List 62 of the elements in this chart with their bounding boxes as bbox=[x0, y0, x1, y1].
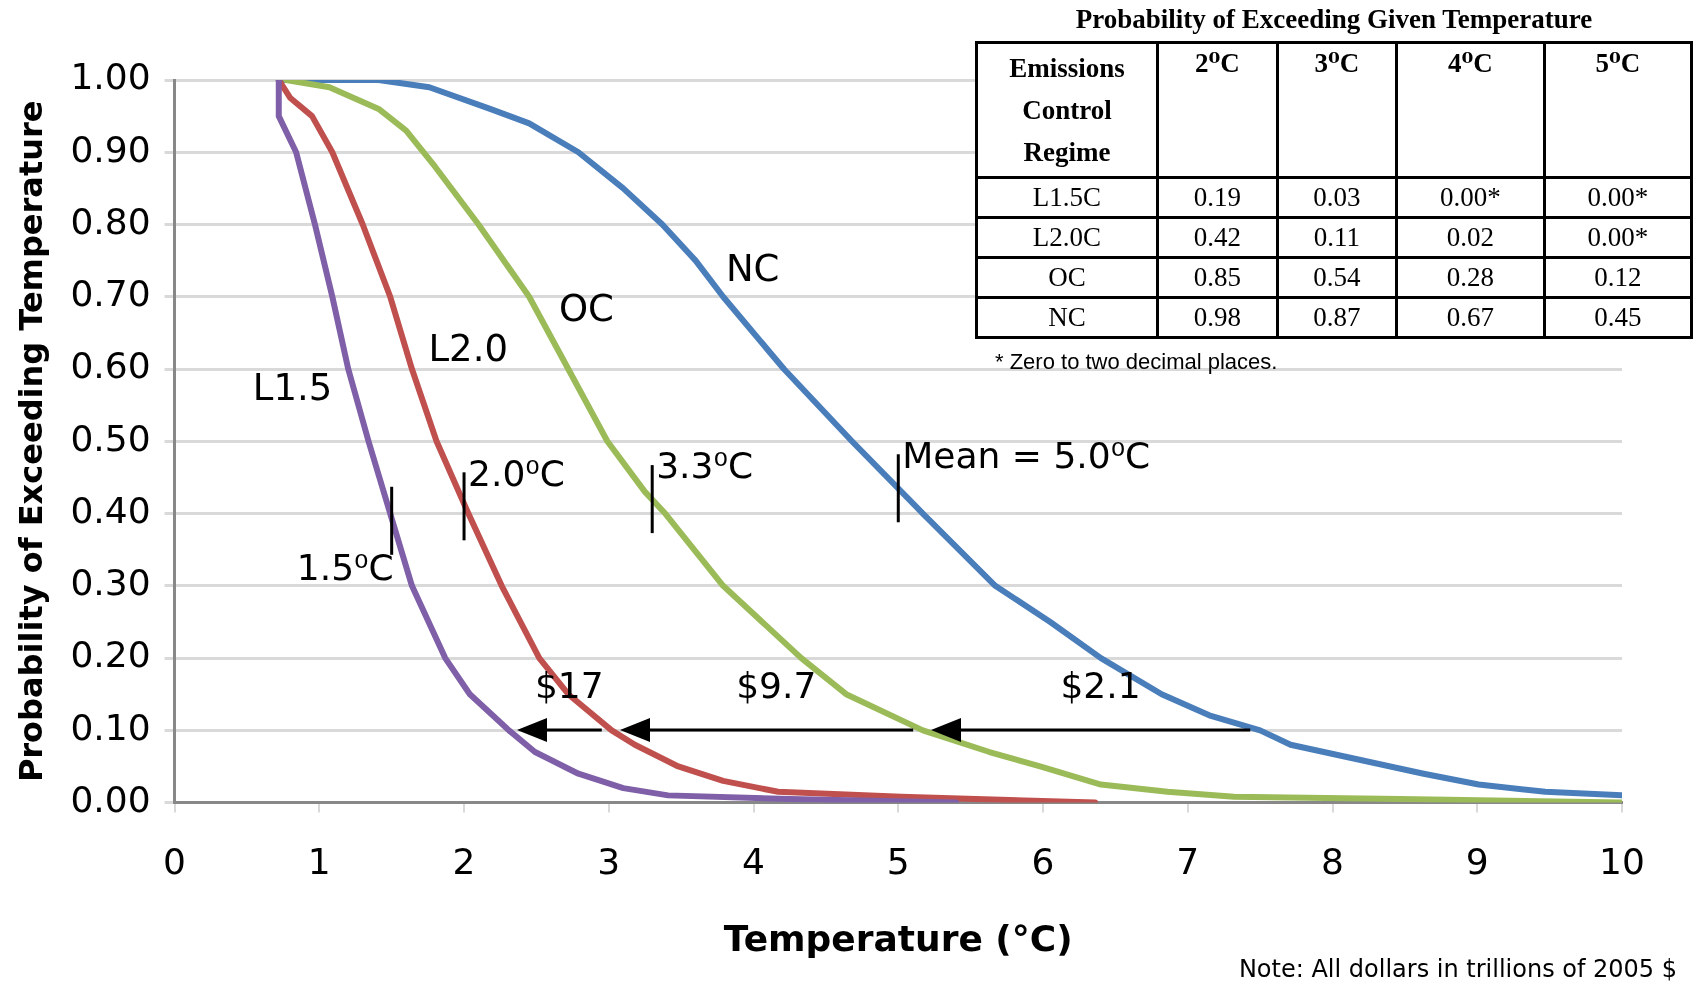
x-tick-label: 3 bbox=[597, 840, 621, 882]
data-label: 0.00* bbox=[1544, 177, 1692, 218]
y-tick-label: 0.10 bbox=[70, 706, 151, 748]
y-tick-label: 0.80 bbox=[70, 200, 151, 242]
x-tick-label: 6 bbox=[1031, 840, 1055, 882]
x-tick-label: 5⁰C bbox=[1544, 42, 1692, 178]
y-tick-label: 0.00 bbox=[70, 778, 151, 820]
series-label: L2.0 bbox=[428, 326, 508, 370]
x-tick-label: 7 bbox=[1176, 840, 1200, 882]
annotation: $2.1 bbox=[1060, 664, 1141, 706]
data-label: 0.87 bbox=[1277, 297, 1397, 338]
x-tick-label: 1 bbox=[307, 840, 331, 882]
data-label: 0.67 bbox=[1396, 297, 1545, 338]
y-tick-label: 0.20 bbox=[70, 634, 151, 676]
x-axis-title: Temperature (°C) bbox=[723, 917, 1073, 959]
data-label: 0.42 bbox=[1157, 217, 1278, 258]
y-tick-label: 0.30 bbox=[70, 562, 151, 604]
annotation: 3.3⁰C bbox=[656, 445, 754, 487]
data-label: 0.45 bbox=[1544, 297, 1692, 338]
data-label: 0.00* bbox=[1396, 177, 1545, 218]
x-tick-label: 2⁰C bbox=[1157, 42, 1278, 178]
x-tick-label: 8 bbox=[1321, 840, 1344, 882]
data-label: 0.12 bbox=[1544, 257, 1692, 298]
x-tick-label: 0 bbox=[163, 840, 187, 882]
chart-title: Probability of Exceeding Given Temperature bbox=[1074, 4, 1594, 35]
series-label: OC bbox=[559, 286, 614, 330]
data-label: 0.98 bbox=[1157, 297, 1278, 338]
y-tick-label: 0.40 bbox=[70, 489, 151, 531]
y-tick-label: 0.90 bbox=[70, 128, 151, 170]
annotation: $9.7 bbox=[736, 664, 817, 706]
data-label: 0.11 bbox=[1277, 217, 1397, 258]
y-tick-label: 1.00 bbox=[70, 56, 151, 98]
x-tick-label: 10 bbox=[1599, 840, 1645, 882]
x-tick-label: 5 bbox=[886, 840, 910, 882]
text: Note: All dollars in trillions of 2005 $ bbox=[1238, 955, 1677, 984]
y-tick-label: 0.60 bbox=[70, 345, 151, 387]
x-tick-label: 3⁰C bbox=[1277, 42, 1397, 178]
annotation: Mean = 5.0⁰C bbox=[902, 434, 1151, 476]
series-label: NC bbox=[725, 247, 780, 291]
y-axis-title: Emissions Control Regime bbox=[976, 42, 1158, 178]
y-tick-label: L2.0C bbox=[976, 217, 1158, 258]
data-label: 0.54 bbox=[1277, 257, 1397, 298]
data-label: 0.85 bbox=[1157, 257, 1278, 298]
annotation: 1.5⁰C bbox=[296, 547, 394, 589]
data-label: 0.28 bbox=[1396, 257, 1545, 298]
series-label: L1.5 bbox=[252, 366, 333, 410]
y-tick-label: L1.5C bbox=[976, 177, 1158, 218]
data-label: 0.00* bbox=[1544, 217, 1692, 258]
y-tick-label: OC bbox=[976, 257, 1158, 298]
annotation: * Zero to two decimal places. bbox=[995, 349, 1279, 375]
x-tick-label: 4⁰C bbox=[1396, 42, 1545, 178]
data-label: 0.02 bbox=[1396, 217, 1545, 258]
x-tick-label: 9 bbox=[1465, 840, 1489, 882]
y-tick-label: NC bbox=[976, 297, 1158, 338]
x-tick-label: 4 bbox=[742, 840, 765, 882]
y-tick-label: 0.50 bbox=[70, 417, 151, 459]
y-axis-title: Probability of Exceeding Temperature bbox=[11, 100, 50, 783]
annotation: 2.0⁰C bbox=[468, 452, 565, 494]
data-label: 0.19 bbox=[1157, 177, 1278, 218]
data-label: 0.03 bbox=[1277, 177, 1397, 218]
x-tick-label: 2 bbox=[452, 840, 476, 882]
y-tick-label: 0.70 bbox=[70, 273, 151, 315]
